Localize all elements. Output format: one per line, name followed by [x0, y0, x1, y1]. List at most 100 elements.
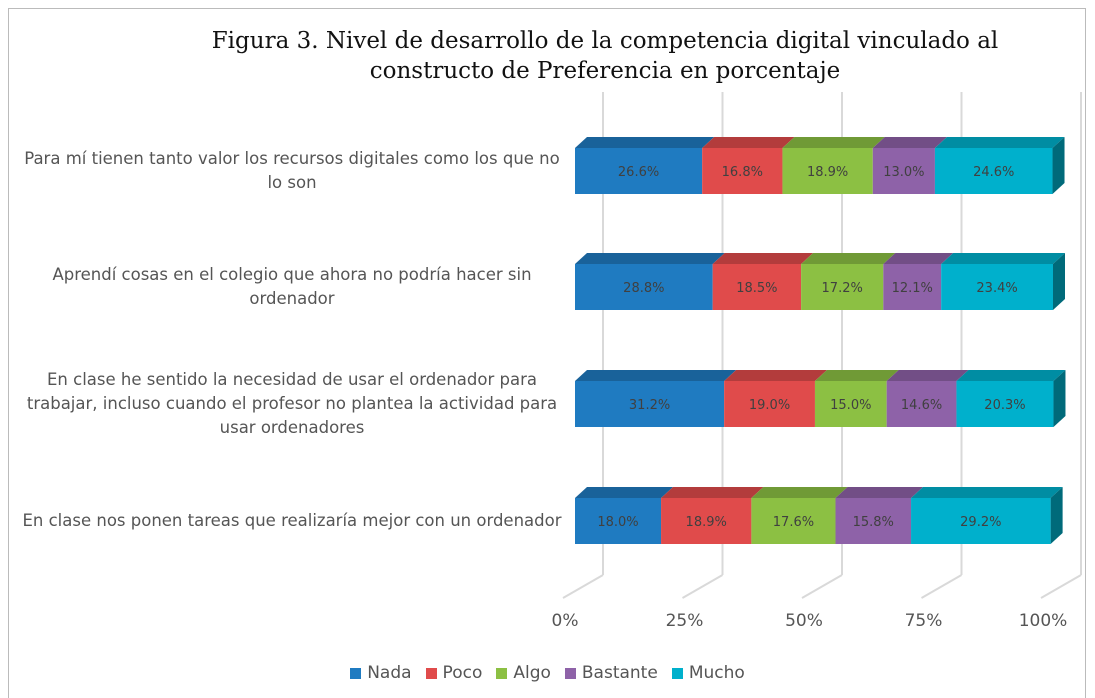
value-label: 28.8% [623, 281, 664, 296]
value-label: 19.0% [749, 398, 790, 413]
bar-segment [575, 487, 674, 544]
bar-top [661, 487, 764, 498]
value-label: 18.9% [686, 515, 727, 530]
bar-segment [941, 253, 1065, 310]
bar-front [911, 498, 1051, 544]
bar-top [782, 137, 885, 148]
legend-swatch [425, 667, 437, 679]
bar-front [724, 381, 815, 427]
value-label: 13.0% [883, 165, 924, 180]
x-tick-label: 0% [552, 611, 579, 631]
bar-front [941, 264, 1053, 310]
bar-segment [835, 487, 924, 544]
bar-top [941, 253, 1065, 264]
value-label: 26.6% [618, 165, 659, 180]
legend-label: Algo [513, 663, 551, 683]
floor-line [921, 574, 962, 599]
value-label: 18.9% [807, 165, 848, 180]
bar-segment [911, 487, 1063, 544]
value-label: 23.4% [976, 281, 1017, 296]
category-label: Para mí tienen tanto valor los recursos … [24, 149, 560, 192]
bar-top [814, 370, 899, 381]
bar-top [712, 253, 814, 264]
bar-front [835, 498, 912, 544]
value-label: 17.2% [822, 281, 863, 296]
bar-top [956, 370, 1066, 381]
bar-side [1050, 487, 1063, 544]
bar-top [886, 370, 969, 381]
bar-front [661, 498, 752, 544]
bar-front [956, 381, 1054, 427]
bar-segment [661, 487, 764, 544]
bar-top [934, 137, 1065, 148]
value-label: 15.8% [853, 515, 894, 530]
legend-swatch [671, 667, 683, 679]
bar-front [712, 264, 802, 310]
x-tick-label: 50% [785, 611, 823, 631]
category-label: En clase nos ponen tareas que realizaría… [22, 511, 562, 530]
bar-segment [575, 370, 737, 427]
legend-swatch [564, 667, 576, 679]
legend-item: Mucho [671, 663, 745, 683]
floor-line [562, 574, 604, 599]
bar-segment [575, 137, 715, 194]
bar-segment [751, 487, 848, 544]
value-label: 20.3% [984, 398, 1025, 413]
bar-front [814, 381, 887, 427]
bar-top [872, 137, 947, 148]
bar-segment [886, 370, 969, 427]
bar-top [751, 487, 848, 498]
legend-item: Nada [350, 663, 412, 683]
bar-front [751, 498, 836, 544]
bar-segment [956, 370, 1066, 427]
x-tick-label: 100% [1019, 611, 1068, 631]
bar-top [835, 487, 924, 498]
bar-segment [883, 253, 954, 310]
legend-label: Poco [442, 663, 483, 683]
legend-swatch [496, 667, 508, 679]
value-label: 18.5% [736, 281, 777, 296]
value-label: 15.0% [830, 398, 871, 413]
value-label: 24.6% [973, 165, 1014, 180]
bar-side [1053, 370, 1066, 427]
legend-item: Poco [425, 663, 483, 683]
bar-top [801, 253, 896, 264]
bar-top [724, 370, 827, 381]
bar-front [934, 148, 1053, 194]
bar-segment [575, 253, 725, 310]
value-label: 12.1% [892, 281, 933, 296]
bar-segment [702, 137, 795, 194]
bar-segment [934, 137, 1065, 194]
bar-segment [712, 253, 814, 310]
value-label: 16.8% [722, 165, 763, 180]
bar-front [575, 264, 713, 310]
bar-front [575, 498, 662, 544]
bar-top [575, 253, 725, 264]
bar-top [702, 137, 795, 148]
value-label: 14.6% [901, 398, 942, 413]
bar-top [575, 370, 737, 381]
bar-front [782, 148, 873, 194]
bar-front [883, 264, 942, 310]
value-label: 29.2% [960, 515, 1001, 530]
x-tick-label: 75% [905, 611, 943, 631]
legend-label: Mucho [688, 663, 745, 683]
frame [8, 8, 1086, 698]
floor-line [682, 574, 723, 599]
bar-top [575, 137, 715, 148]
bar-front [886, 381, 957, 427]
bar-side [1052, 137, 1065, 194]
x-tick-label: 25% [666, 611, 704, 631]
bar-front [575, 381, 725, 427]
bar-top [911, 487, 1063, 498]
bar-top [575, 487, 674, 498]
bar-side [1053, 253, 1065, 310]
floor-line [1040, 574, 1082, 599]
legend-item: Algo [496, 663, 551, 683]
bar-segment [782, 137, 885, 194]
bar-front [575, 148, 703, 194]
legend-label: Nada [367, 663, 412, 683]
legend: Nada Poco Algo Bastante Mucho [0, 663, 1095, 683]
